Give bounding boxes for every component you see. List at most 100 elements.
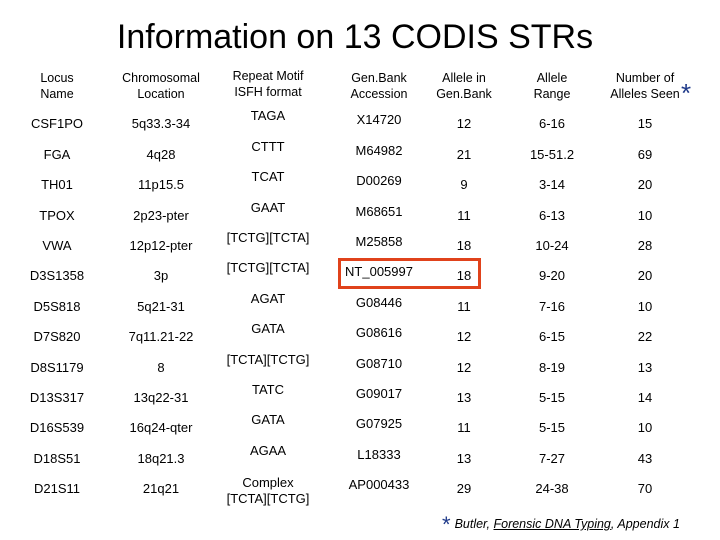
header-accession-line: Accession [350,87,408,101]
header-allele-in-genbank: Allele in Gen.Bank [436,70,492,102]
cell-locus: D18S51 [33,451,81,466]
header-locus-line: Name [40,87,74,101]
cell-alleles-seen: 14 [637,390,653,405]
cell-alleles-seen: 22 [637,329,653,344]
cell-allele-range: 10-24 [535,238,569,253]
header-location: Chromosomal Location [122,70,200,102]
cell-allele-in-genbank: 29 [456,481,472,496]
cell-motif: TAGA [250,108,286,123]
cell-accession: G09017 [355,386,403,401]
cell-allele-in-genbank: 12 [456,329,472,344]
cell-locus: VWA [42,238,72,253]
cell-allele-in-genbank: 9 [460,177,468,192]
cell-alleles-seen: 10 [637,208,653,223]
header-motif: Repeat Motif ISFH format [233,68,304,100]
cell-allele-range: 3-14 [538,177,566,192]
footnote: * Butler, Forensic DNA Typing, Appendix 1 [442,512,680,538]
cell-locus: D21S11 [33,481,81,496]
cell-allele-range: 15-51.2 [529,147,575,162]
header-locus-line: Locus [40,71,74,85]
cell-allele-in-genbank: 11 [457,420,471,435]
cell-location: 8 [157,360,165,375]
cell-allele-range: 6-13 [538,208,566,223]
header-motif-line: ISFH format [234,85,302,99]
cell-alleles-seen: 10 [637,420,653,435]
header-locus: Locus Name [40,70,73,102]
cell-allele-range: 8-19 [538,360,566,375]
cell-allele-in-genbank: 11 [457,208,471,223]
cell-locus: D16S539 [29,420,85,435]
cell-alleles-seen: 20 [637,268,653,283]
footnote-asterisk: * [442,512,451,537]
cell-motif: AGAT [250,291,286,306]
cell-motif: GATA [251,412,285,427]
cell-accession: M68651 [355,204,403,219]
cell-allele-range: 24-38 [535,481,569,496]
cell-motif: CTTT [251,139,285,154]
cell-accession: NT_005997 [345,264,413,279]
cell-location: 11p15.5 [137,177,185,192]
cell-allele-in-genbank: 21 [456,147,472,162]
cell-allele-in-genbank: 12 [456,360,472,375]
header-allele-range-line: Allele [536,71,568,85]
highlight-box [338,258,481,289]
cell-alleles-seen: 28 [637,238,653,253]
cell-accession: AP000433 [348,477,410,492]
cell-motif: AGAA [249,443,287,458]
cell-location: 7q11.21-22 [128,329,194,344]
cell-allele-range: 6-16 [538,116,566,131]
cell-locus: CSF1PO [30,116,84,131]
cell-location: 5q33.3-34 [131,116,191,131]
cell-alleles-seen: 70 [637,481,653,496]
header-location-line: Location [137,87,185,101]
header-alleles-seen-line: Number of [615,71,675,85]
footnote-book-title: Forensic DNA Typing [493,517,611,531]
cell-locus: FGA [43,147,71,162]
cell-location: 3p [153,268,169,283]
header-alleles-seen-line: Alleles Seen [610,87,680,101]
header-motif-line: Repeat Motif [232,69,304,83]
cell-accession: L18333 [357,447,401,462]
cell-motif: GAAT [250,200,286,215]
cell-locus: D13S317 [29,390,85,405]
page-title: Information on 13 CODIS STRs [116,18,594,56]
cell-accession: D00269 [356,173,402,188]
cell-motif: Complex [TCTA][TCTG] [227,475,310,507]
cell-allele-in-genbank: 18 [456,238,472,253]
cell-allele-range: 7-27 [538,451,566,466]
header-accession-line: Gen.Bank [351,71,407,85]
cell-allele-in-genbank: 18 [456,268,472,283]
cell-allele-in-genbank: 13 [456,451,472,466]
cell-allele-range: 7-16 [538,299,566,314]
cell-motif: [TCTA][TCTG] [226,352,310,367]
cell-alleles-seen: 20 [637,177,653,192]
cell-locus: D7S820 [33,329,81,344]
cell-location: 5q21-31 [137,299,185,314]
cell-allele-in-genbank: 12 [456,116,472,131]
cell-accession: G07925 [355,416,403,431]
cell-accession: G08616 [355,325,403,340]
cell-motif: TCAT [251,169,285,184]
cell-alleles-seen: 15 [637,116,653,131]
cell-accession: G08446 [355,295,403,310]
cell-locus: TPOX [39,208,75,223]
cell-locus: D8S1179 [30,360,84,375]
cell-allele-in-genbank: 11 [457,299,471,314]
cell-accession: M64982 [355,143,403,158]
cell-alleles-seen: 13 [637,360,653,375]
cell-locus: TH01 [41,177,73,192]
footnote-appendix: , Appendix 1 [610,517,680,531]
header-allele-range-line: Range [533,87,571,101]
cell-motif-line: Complex [242,475,294,490]
footnote-author: Butler, [454,517,494,531]
cell-location: 2p23-pter [133,208,189,223]
cell-accession: M25858 [355,234,403,249]
cell-alleles-seen: 10 [637,299,653,314]
header-allele-in-genbank-line: Allele in [442,71,486,85]
cell-locus: D3S1358 [29,268,85,283]
cell-location: 13q22-31 [133,390,189,405]
cell-motif: TATC [251,382,285,397]
cell-location: 16q24-qter [129,420,193,435]
cell-allele-in-genbank: 13 [456,390,472,405]
header-alleles-seen: Number of Alleles Seen [610,70,680,102]
